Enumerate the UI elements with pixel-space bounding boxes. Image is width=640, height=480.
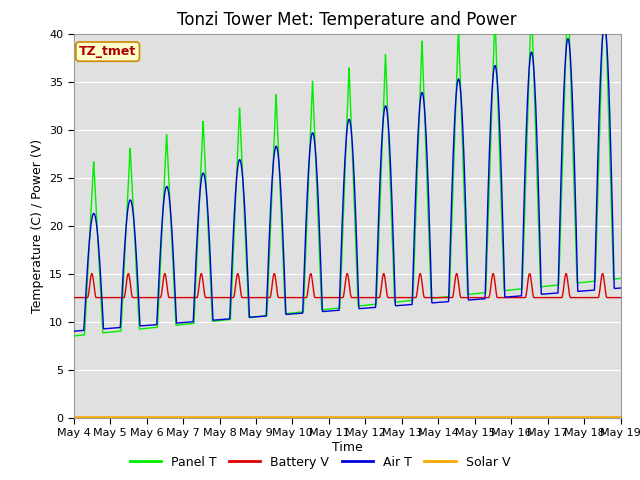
Solar V	[617, 414, 625, 420]
Battery V	[410, 295, 417, 300]
Air T	[172, 297, 179, 303]
Panel T	[410, 285, 417, 290]
Solar V	[172, 414, 179, 420]
Line: Panel T: Panel T	[74, 0, 621, 336]
Line: Air T: Air T	[74, 25, 621, 331]
Panel T	[353, 255, 360, 261]
Panel T	[617, 276, 625, 281]
Battery V	[510, 295, 518, 300]
Panel T	[70, 333, 77, 339]
Air T	[70, 328, 77, 334]
X-axis label: Time: Time	[332, 441, 363, 454]
Air T	[600, 23, 608, 28]
Air T	[353, 230, 360, 236]
Panel T	[172, 316, 179, 322]
Battery V	[353, 295, 360, 300]
Solar V	[410, 414, 417, 420]
Battery V	[70, 295, 77, 300]
Solar V	[509, 414, 517, 420]
Battery V	[172, 295, 180, 300]
Text: TZ_tmet: TZ_tmet	[79, 45, 136, 58]
Battery V	[593, 295, 601, 300]
Solar V	[219, 414, 227, 420]
Air T	[219, 316, 227, 322]
Air T	[617, 285, 625, 291]
Battery V	[88, 271, 96, 276]
Legend: Panel T, Battery V, Air T, Solar V: Panel T, Battery V, Air T, Solar V	[125, 451, 515, 474]
Title: Tonzi Tower Met: Temperature and Power: Tonzi Tower Met: Temperature and Power	[177, 11, 517, 29]
Air T	[593, 197, 600, 203]
Solar V	[593, 414, 600, 420]
Air T	[410, 262, 417, 268]
Solar V	[353, 414, 360, 420]
Panel T	[219, 317, 227, 323]
Panel T	[593, 229, 600, 235]
Solar V	[70, 414, 77, 420]
Air T	[509, 294, 517, 300]
Battery V	[617, 295, 625, 300]
Panel T	[509, 287, 517, 293]
Y-axis label: Temperature (C) / Power (V): Temperature (C) / Power (V)	[31, 139, 44, 312]
Battery V	[220, 295, 227, 300]
Line: Battery V: Battery V	[74, 274, 621, 298]
